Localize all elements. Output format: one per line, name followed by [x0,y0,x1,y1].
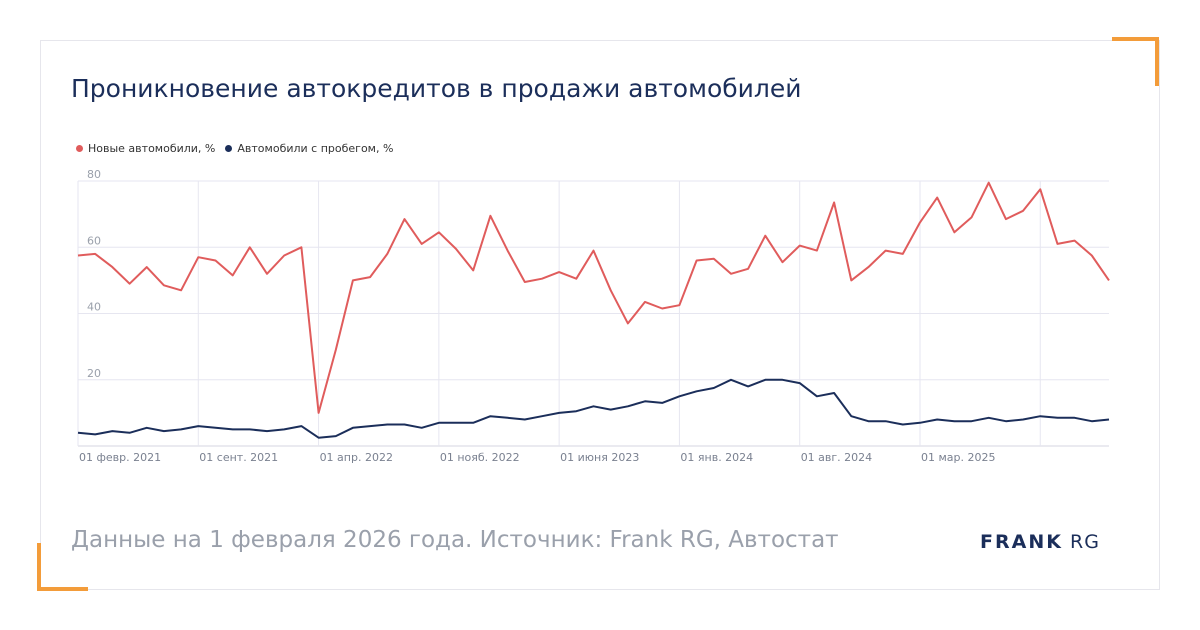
frank-rg-logo: FRANK RG [980,531,1100,553]
y-tick-label: 60 [87,234,101,247]
x-tick-label: 01 сент. 2021 [199,451,278,464]
logo-bold-text: FRANK [980,531,1063,553]
x-tick-label: 01 янв. 2024 [680,451,753,464]
x-tick-label: 01 мар. 2025 [921,451,996,464]
x-tick-label: 01 апр. 2022 [320,451,393,464]
y-tick-label: 80 [87,168,101,181]
y-tick-label: 20 [87,367,101,380]
legend-label-new: Новые автомобили, % [88,142,216,155]
legend-label-used: Автомобили с пробегом, % [237,142,394,155]
logo-light-text: RG [1070,531,1100,553]
series-line-new-cars [77,181,1110,414]
x-tick-label: 01 авг. 2024 [801,451,872,464]
corner-accent-top-right [1112,37,1159,86]
legend-item-used: Автомобили с пробегом, % [225,142,393,155]
source-note: Данные на 1 февраля 2026 года. Источник:… [71,527,839,553]
chart-legend: Новые автомобили, % Автомобили с пробего… [76,142,403,155]
chart-title: Проникновение автокредитов в продажи авт… [71,74,802,103]
corner-accent-bottom-left [37,543,88,591]
legend-marker-new [76,145,83,152]
x-tick-label: 01 февр. 2021 [79,451,161,464]
series-line-used-cars [77,378,1110,439]
chart-card [40,40,1160,590]
x-tick-label: 01 нояб. 2022 [440,451,520,464]
legend-marker-used [225,145,233,152]
legend-item-new: Новые автомобили, % [76,142,215,155]
x-tick-label: 01 июня 2023 [560,451,639,464]
y-tick-label: 40 [87,301,101,314]
